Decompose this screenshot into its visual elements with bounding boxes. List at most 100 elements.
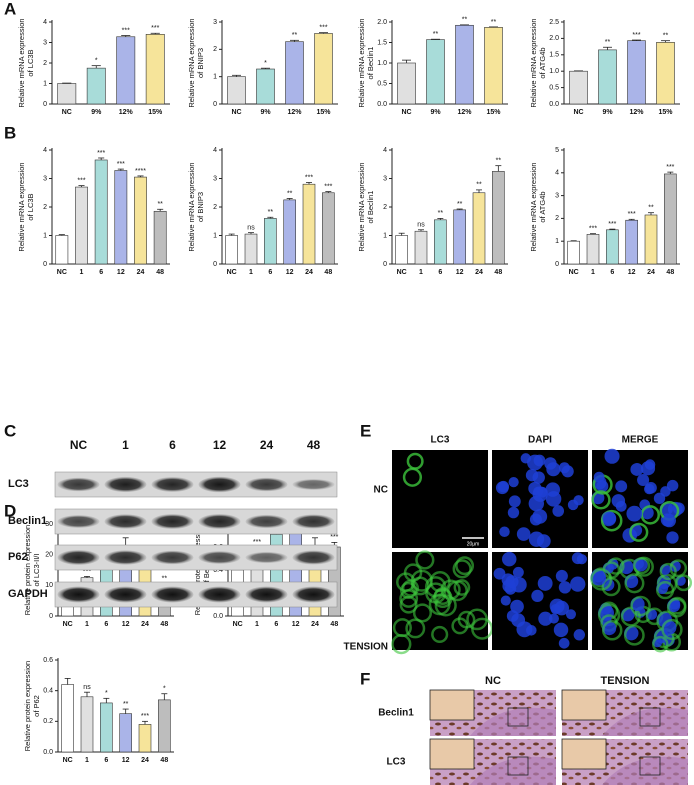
lane-label: 1 xyxy=(122,438,129,452)
y-tick-label: 0.5 xyxy=(377,80,387,87)
y-tick-label: 0 xyxy=(43,261,47,268)
lc3-signal xyxy=(624,573,645,594)
bar xyxy=(256,68,275,105)
nucleus xyxy=(550,604,561,615)
nucleus xyxy=(520,453,531,464)
y-tick-label: 20 xyxy=(45,552,53,559)
significance-label: * xyxy=(105,690,108,697)
ihc-zoom-box xyxy=(639,756,661,776)
blot-band xyxy=(57,515,100,528)
y-axis-label: Relative protein expression xyxy=(23,525,32,615)
x-tick-label: NC xyxy=(573,109,583,116)
nucleus xyxy=(508,495,521,508)
lc3-signal xyxy=(669,559,688,578)
lc3-signal xyxy=(410,569,433,592)
y-tick-label: 0.2 xyxy=(43,718,53,725)
significance-label: ** xyxy=(648,205,654,212)
bar xyxy=(453,209,466,265)
lc3-signal xyxy=(412,603,433,623)
lc3-signal xyxy=(455,556,475,576)
bar xyxy=(114,170,128,265)
lane-label: 48 xyxy=(307,438,321,452)
x-tick-label: 12 xyxy=(456,269,464,276)
nucleus xyxy=(552,505,565,517)
lane-label: 6 xyxy=(169,438,176,452)
nucleus xyxy=(510,599,524,614)
nucleus xyxy=(505,575,519,589)
bar xyxy=(225,235,238,265)
y-tick-label: 3 xyxy=(213,19,217,26)
nucleus xyxy=(527,454,543,471)
protein-label: Beclin1 xyxy=(8,515,47,527)
nucleus xyxy=(508,477,519,488)
y-tick-label: 2 xyxy=(383,204,387,211)
nucleus xyxy=(516,621,533,638)
significance-label: ** xyxy=(605,39,611,46)
blot-band xyxy=(151,550,194,565)
x-tick-label: 6 xyxy=(610,269,614,276)
significance-label: *** xyxy=(324,183,332,190)
y-tick-label: 1.0 xyxy=(377,60,387,67)
nucleus xyxy=(558,581,572,594)
x-tick-label: NC xyxy=(62,109,72,116)
y-tick-label: 1 xyxy=(383,232,387,239)
significance-label: *** xyxy=(83,568,91,575)
blot-band xyxy=(198,551,241,564)
x-tick-label: 24 xyxy=(137,269,145,276)
bar xyxy=(116,36,136,105)
y-axis-label: of BNIP3 xyxy=(196,48,205,78)
nucleus xyxy=(604,448,620,464)
panel-label: E xyxy=(360,421,371,440)
x-tick-label: 6 xyxy=(104,757,108,764)
significance-label: *** xyxy=(608,221,616,228)
y-tick-label: 2 xyxy=(43,204,47,211)
blot-band xyxy=(198,514,241,529)
lc3-signal xyxy=(452,559,472,579)
lc3-signal xyxy=(466,608,488,631)
y-tick-label: 1 xyxy=(555,238,559,245)
bar xyxy=(314,33,333,105)
x-tick-label: 15% xyxy=(148,109,163,116)
x-tick-label: 12 xyxy=(628,269,636,276)
significance-label: *** xyxy=(305,174,313,181)
nucleus xyxy=(640,461,656,476)
nucleus xyxy=(567,499,579,511)
bar xyxy=(158,699,171,753)
nucleus xyxy=(666,531,679,544)
ihc-zoom-box xyxy=(639,707,661,727)
column-label: LC3 xyxy=(431,435,450,446)
x-tick-label: NC xyxy=(569,269,579,276)
y-tick-label: 0 xyxy=(213,261,217,268)
bar xyxy=(598,49,617,105)
significance-label: *** xyxy=(122,27,130,34)
y-axis-label: of BNIP3 xyxy=(196,192,205,222)
blot-strip xyxy=(54,544,338,571)
nucleus xyxy=(545,482,561,497)
x-tick-label: 48 xyxy=(330,621,338,628)
bar xyxy=(145,33,165,105)
lc3-signal xyxy=(632,557,651,575)
bar xyxy=(322,192,335,265)
bar xyxy=(75,186,88,265)
y-tick-label: 1 xyxy=(43,80,47,87)
x-tick-label: 12% xyxy=(119,109,134,116)
significance-label: ** xyxy=(462,17,468,24)
blot-band xyxy=(151,477,194,492)
lc3-signal xyxy=(656,581,675,600)
nucleus xyxy=(553,622,569,638)
ihc-tissue xyxy=(470,707,556,736)
nucleus xyxy=(573,629,586,641)
x-tick-label: 48 xyxy=(160,757,168,764)
blot-band xyxy=(292,586,335,603)
bar xyxy=(664,173,677,265)
bar xyxy=(86,67,106,105)
x-tick-label: 1 xyxy=(249,269,253,276)
bar xyxy=(455,24,474,105)
x-tick-label: 24 xyxy=(475,269,483,276)
y-axis-label: Relative mRNA expression xyxy=(187,18,196,107)
y-tick-label: 2 xyxy=(213,46,217,53)
bar xyxy=(395,235,408,265)
nucleus xyxy=(500,595,511,606)
y-tick-label: 5 xyxy=(555,147,559,154)
y-tick-label: 0.0 xyxy=(549,101,559,108)
